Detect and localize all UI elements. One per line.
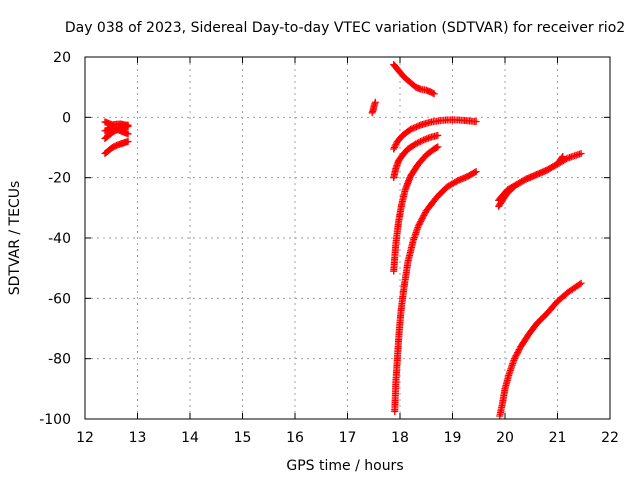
data-point bbox=[511, 353, 519, 361]
data-point bbox=[415, 220, 423, 228]
data-point bbox=[563, 155, 570, 163]
x-tick-label: 21 bbox=[549, 430, 567, 446]
x-tick-label: 14 bbox=[181, 430, 199, 446]
data-point bbox=[417, 217, 425, 225]
series-arc-g bbox=[390, 116, 480, 153]
x-tick-label: 19 bbox=[444, 430, 462, 446]
data-point bbox=[514, 349, 522, 357]
data-point bbox=[413, 139, 421, 147]
data-point bbox=[124, 137, 132, 145]
data-point bbox=[391, 142, 399, 150]
data-point bbox=[416, 219, 424, 227]
x-tick-label: 17 bbox=[339, 430, 357, 446]
x-tick-label: 20 bbox=[496, 430, 514, 446]
data-point bbox=[429, 89, 437, 97]
x-tick-label: 18 bbox=[391, 430, 409, 446]
data-point bbox=[124, 130, 132, 138]
x-axis-label: GPS time / hours bbox=[286, 458, 403, 474]
data-point bbox=[433, 144, 441, 152]
data-point bbox=[371, 98, 379, 106]
series-arc-j bbox=[391, 168, 480, 415]
series-arc-f bbox=[390, 61, 438, 98]
y-tick-label: -40 bbox=[48, 231, 71, 247]
data-point bbox=[472, 168, 480, 176]
series-arc-e bbox=[368, 98, 379, 117]
data-point bbox=[418, 137, 426, 145]
data-point bbox=[421, 210, 429, 218]
data-point bbox=[390, 145, 398, 153]
data-point bbox=[452, 178, 460, 186]
y-tick-label: 0 bbox=[62, 110, 71, 126]
data-point bbox=[415, 138, 423, 146]
chart-title: Day 038 of 2023, Sidereal Day-to-day VTE… bbox=[65, 20, 625, 36]
data-point bbox=[521, 176, 528, 184]
series-arc-h bbox=[390, 131, 442, 182]
data-point bbox=[418, 216, 426, 224]
data-point bbox=[471, 168, 479, 176]
data-point bbox=[510, 355, 518, 363]
y-tick-label: -100 bbox=[39, 412, 71, 428]
data-point bbox=[514, 347, 522, 355]
x-tick-label: 16 bbox=[286, 430, 304, 446]
data-point bbox=[418, 214, 426, 222]
x-tick-label: 12 bbox=[76, 430, 94, 446]
data-point bbox=[414, 222, 422, 230]
data-point bbox=[390, 144, 398, 151]
y-tick-label: -60 bbox=[48, 291, 71, 307]
data-point bbox=[515, 346, 523, 354]
x-tick-label: 15 bbox=[234, 430, 252, 446]
y-axis-label: SDTVAR / TECUs bbox=[7, 181, 23, 296]
data-point bbox=[434, 143, 442, 151]
x-tick-label: 13 bbox=[129, 430, 147, 446]
x-tick-labels: 12 13 14 15 16 17 18 19 20 21 22 bbox=[76, 430, 619, 446]
data-point bbox=[419, 213, 427, 221]
data-point bbox=[430, 90, 438, 98]
series-arc-i bbox=[390, 143, 442, 275]
series-arc-c bbox=[101, 124, 132, 138]
data-point bbox=[512, 352, 520, 360]
series-arc-m bbox=[496, 279, 585, 420]
data-point bbox=[577, 279, 585, 287]
data-point bbox=[392, 140, 400, 148]
y-tick-label: 20 bbox=[53, 50, 71, 66]
data-point bbox=[416, 138, 424, 146]
x-tick-label: 22 bbox=[601, 430, 619, 446]
data-point bbox=[434, 131, 442, 139]
data-point bbox=[124, 122, 132, 130]
data-point bbox=[412, 140, 420, 148]
data-point bbox=[472, 118, 480, 126]
grid bbox=[85, 57, 610, 419]
y-tick-labels: -100 -80 -60 -40 -20 0 20 bbox=[39, 50, 71, 428]
series-arc-l bbox=[495, 150, 585, 204]
data-point bbox=[577, 150, 585, 158]
series-arc-d bbox=[101, 137, 132, 158]
plot-frame bbox=[84, 56, 611, 420]
y-tick-label: -80 bbox=[48, 352, 71, 368]
data-point bbox=[576, 280, 584, 288]
y-tick-label: -20 bbox=[48, 171, 71, 187]
data-point bbox=[513, 350, 521, 358]
data-point bbox=[420, 211, 428, 219]
data-points bbox=[101, 61, 585, 420]
